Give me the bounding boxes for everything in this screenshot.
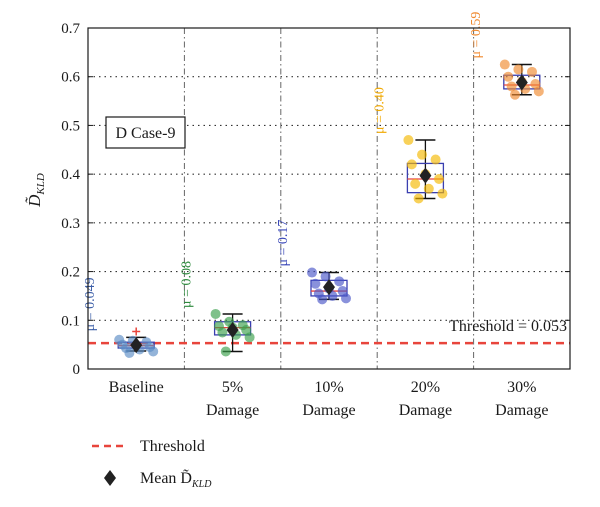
data-point (510, 89, 520, 100)
x-category-label: 5% (222, 379, 243, 396)
data-point (403, 135, 414, 146)
group-2: μ = 0.17 (276, 220, 351, 305)
y-axis-label-main: D̃ (25, 194, 44, 208)
data-point (220, 346, 231, 357)
x-category-label-line2: Damage (399, 402, 452, 419)
mean-marker (419, 167, 432, 184)
x-category-label-line2: Damage (206, 402, 259, 419)
grid-layer (88, 28, 570, 369)
y-axis-label-sub: KLD (35, 173, 47, 195)
legend-mean-diamond (104, 470, 116, 486)
data-point (406, 159, 417, 170)
data-point (148, 346, 159, 357)
mean-annotation: μ = 0.17 (276, 220, 291, 267)
group-1: μ = 0.08 (180, 261, 255, 357)
box-layer: μ = 0.049 μ = 0.08 μ = 0.17 μ = 0.40 μ = 0.5… (83, 12, 544, 358)
data-point (437, 188, 448, 199)
data-point (430, 154, 441, 165)
data-point (533, 86, 544, 97)
data-point (499, 59, 510, 70)
y-tick-label: 0 (73, 362, 81, 378)
x-category-label: 30% (507, 379, 536, 396)
legend-mean-label: Mean D̃KLD (140, 469, 212, 490)
legend: Threshold Mean D̃KLD (92, 438, 212, 490)
y-tick-label: 0.4 (61, 167, 80, 183)
x-category-label: 20% (411, 379, 440, 396)
mean-annotation: μ = 0.08 (180, 261, 195, 308)
mean-marker (323, 279, 335, 296)
data-point (217, 327, 228, 338)
group-0: μ = 0.049 (83, 277, 159, 358)
data-point (307, 267, 317, 278)
data-point (413, 193, 424, 204)
data-point (341, 293, 351, 304)
data-point (417, 149, 427, 160)
axis-layer: 0 0.1 0.2 0.3 0.4 0.5 0.6 0.7 Baseline 5% Damage 10… (61, 21, 571, 419)
legend-threshold-label: Threshold (140, 438, 205, 455)
mean-marker (130, 337, 143, 354)
mean-marker (226, 322, 239, 339)
group-3: μ = 0.40 (372, 87, 448, 204)
data-point (210, 308, 221, 319)
y-tick-label: 0.6 (61, 70, 80, 86)
x-category-label: Baseline (109, 379, 164, 396)
case-label: D Case-9 (116, 125, 176, 142)
y-tick-label: 0.3 (61, 216, 80, 232)
svg-text:D̃KLD: D̃KLD (25, 173, 47, 208)
mean-annotation: μ = 0.59 (469, 12, 484, 59)
mean-annotation: μ = 0.40 (372, 87, 387, 134)
data-point (527, 66, 537, 77)
mean-marker (515, 74, 528, 91)
y-tick-label: 0.7 (61, 21, 80, 37)
threshold-label: Threshold = 0.053 (449, 318, 567, 335)
y-axis-label: D̃KLD (25, 173, 47, 208)
x-category-label: 10% (314, 379, 343, 396)
mean-annotation: μ = 0.049 (83, 277, 98, 331)
y-tick-label: 0.2 (61, 265, 80, 281)
data-point (513, 64, 524, 75)
data-point (334, 276, 345, 287)
case-label-box: D Case-9 (105, 116, 186, 149)
data-point (506, 81, 517, 92)
plot-frame (87, 27, 571, 370)
data-point (410, 178, 421, 189)
data-point (244, 332, 255, 343)
y-tick-label: 0.5 (61, 118, 80, 134)
group-4: μ = 0.59 (469, 12, 544, 100)
data-point (423, 183, 434, 194)
data-point (434, 174, 444, 185)
x-category-label-line2: Damage (495, 402, 548, 419)
data-point (310, 278, 321, 289)
data-point (320, 271, 331, 282)
y-tick-label: 0.1 (61, 313, 80, 329)
data-point (317, 294, 328, 305)
data-point (503, 71, 514, 82)
data-point (124, 347, 135, 358)
x-category-label-line2: Damage (302, 402, 355, 419)
